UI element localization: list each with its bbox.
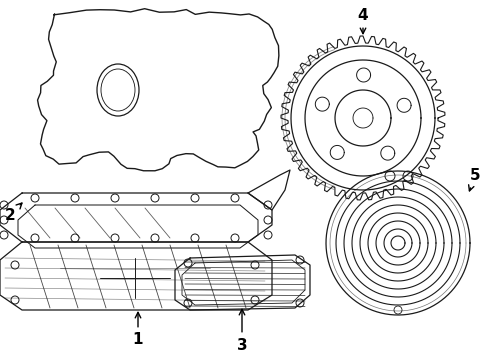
Text: 3: 3 — [237, 309, 247, 352]
Text: 4: 4 — [358, 8, 368, 34]
Text: 5: 5 — [468, 167, 480, 191]
Text: 1: 1 — [133, 312, 143, 347]
Text: 2: 2 — [4, 203, 22, 222]
